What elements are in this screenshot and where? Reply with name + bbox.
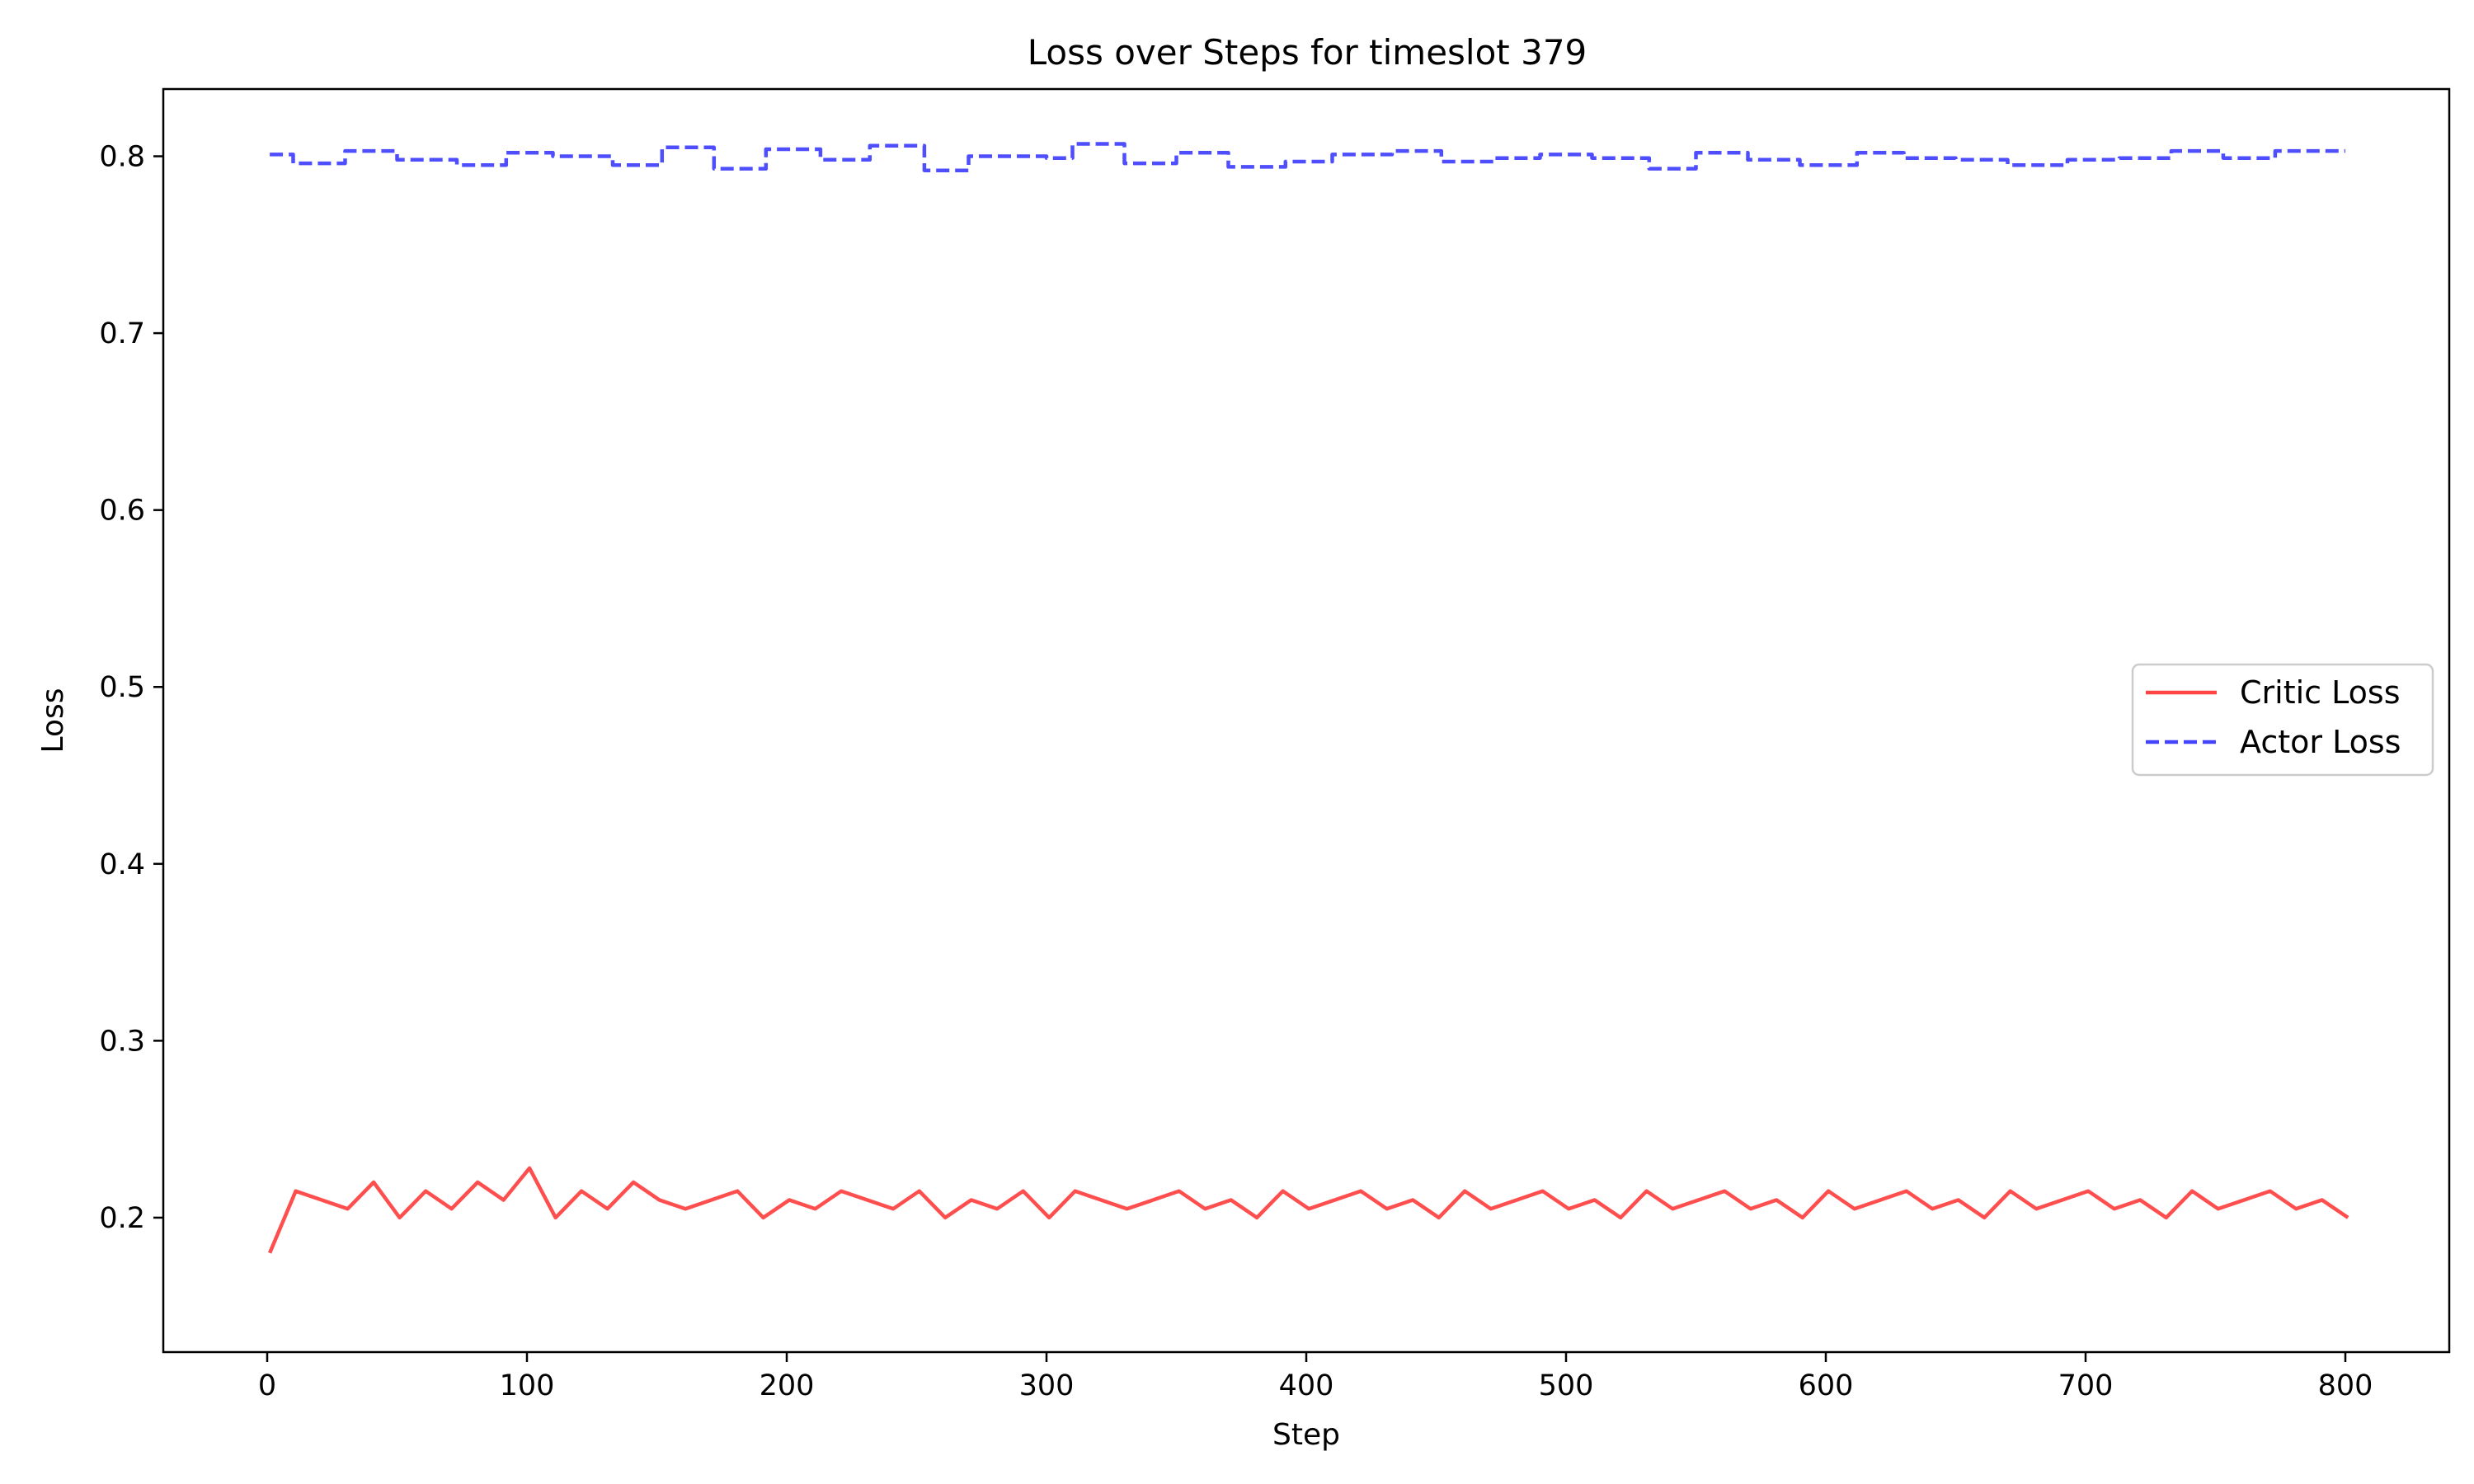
- y-tick-label: 0.8: [99, 141, 145, 174]
- y-tick-label: 0.6: [99, 495, 145, 528]
- x-tick-label: 800: [2318, 1369, 2373, 1402]
- x-tick-label: 100: [500, 1369, 555, 1402]
- y-tick-label: 0.2: [99, 1202, 145, 1235]
- legend-label-critic: Critic Loss: [2240, 674, 2401, 711]
- series-layer: [268, 142, 2349, 1254]
- chart-title: Loss over Steps for timeslot 379: [1028, 32, 1587, 73]
- series-line-critic-loss: [268, 1166, 2349, 1254]
- legend-label-actor: Actor Loss: [2240, 724, 2401, 760]
- y-axis-label: Loss: [36, 688, 70, 754]
- x-tick-label: 0: [258, 1369, 276, 1402]
- y-tick-label: 0.7: [99, 317, 145, 350]
- x-tick-label: 600: [1799, 1369, 1854, 1402]
- y-axis: 0.2 0.3 0.4 0.5 0.6 0.7 0.8: [99, 141, 163, 1235]
- y-tick-label: 0.4: [99, 848, 145, 881]
- x-axis-label: Step: [1272, 1418, 1340, 1452]
- y-tick-label: 0.5: [99, 671, 145, 704]
- x-tick-label: 400: [1279, 1369, 1334, 1402]
- x-tick-label: 500: [1539, 1369, 1594, 1402]
- x-tick-label: 700: [2058, 1369, 2114, 1402]
- x-tick-label: 200: [760, 1369, 815, 1402]
- x-tick-label: 300: [1019, 1369, 1075, 1402]
- x-axis: 0 100 200 300 400 500 600 700 800: [258, 1352, 2373, 1402]
- y-tick-label: 0.3: [99, 1025, 145, 1058]
- series-line-actor-loss: [270, 142, 2345, 172]
- legend: Critic Loss Actor Loss: [2131, 663, 2434, 777]
